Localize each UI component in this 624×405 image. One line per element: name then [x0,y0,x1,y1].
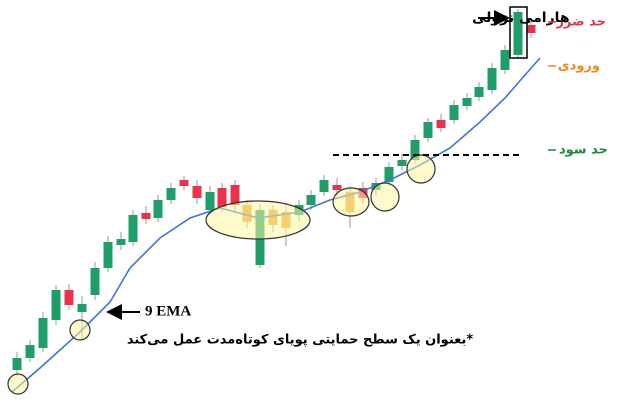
candle-body [449,105,459,120]
note: *بعنوان یک سطح حمایتی پویای کوتاه‌مدت عم… [127,333,473,348]
pattern-box [509,6,528,59]
candle-body [462,98,472,106]
candle-body [526,25,536,33]
candle-body [38,318,48,348]
candle-body [217,188,227,207]
candle-body [116,239,126,245]
candle-body [166,188,176,200]
candle-body [128,215,138,242]
take-profit-label: حد سود [559,143,608,158]
candle-body [487,68,497,90]
candle-body [141,213,151,219]
candle-body [384,167,394,182]
stop-loss-label: حد ضرر [555,15,606,30]
candle-body [51,290,61,320]
pattern-label: هارامی نزولی [472,10,570,26]
candle-body [64,290,74,305]
candle-body [319,180,329,192]
candle-body [306,195,316,205]
candle-body [410,140,420,160]
candle-body [332,185,342,190]
candle-body [397,160,407,166]
candle-body [474,87,484,97]
candle-body [513,12,523,55]
candle-body [12,358,22,370]
candle-body [179,180,189,186]
candle-body [436,120,446,128]
highlights [7,154,436,395]
ema-label: 9 EMA [145,303,191,319]
candle-body [25,345,35,358]
candle-body [500,50,510,70]
candle-body [423,122,433,138]
candle-body [103,242,113,268]
candle-body [77,304,87,312]
entry-label: ورودی [558,59,600,74]
candle-body [230,185,240,205]
candle-body [153,200,163,218]
candle-body [205,192,215,210]
candle-body [90,268,100,295]
candle-body [192,186,202,198]
